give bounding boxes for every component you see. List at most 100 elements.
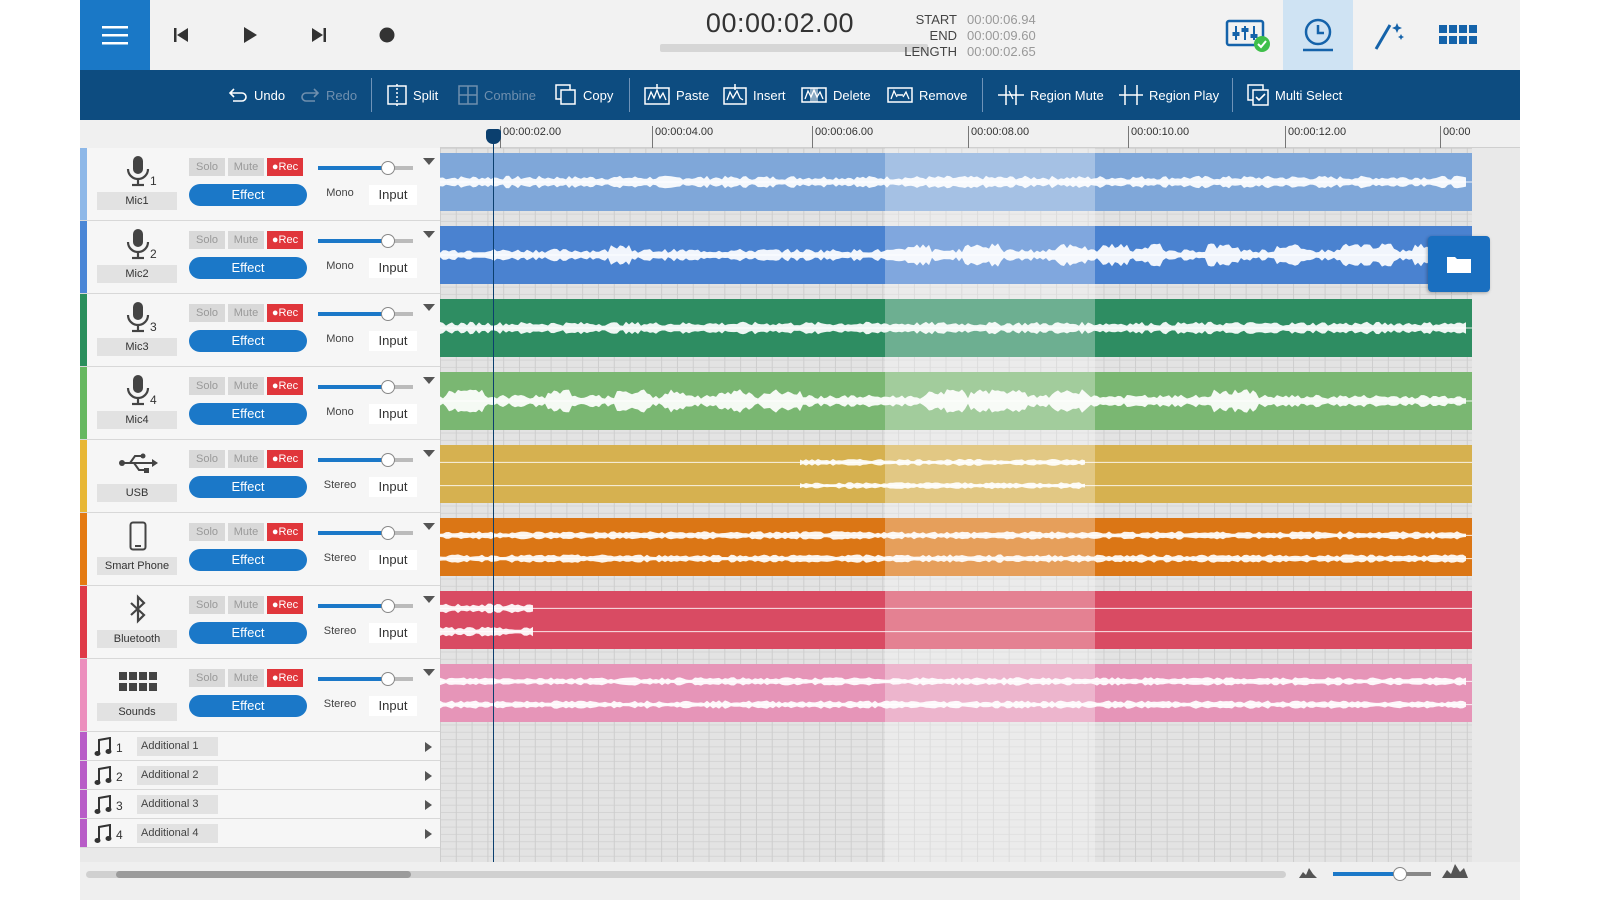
track-menu-dropdown[interactable] bbox=[423, 231, 435, 238]
volume-slider[interactable] bbox=[318, 234, 413, 248]
volume-slider[interactable] bbox=[318, 380, 413, 394]
volume-slider-knob[interactable] bbox=[381, 526, 395, 540]
volume-slider[interactable] bbox=[318, 453, 413, 467]
expand-arrow[interactable] bbox=[425, 742, 432, 752]
input-button[interactable]: Input bbox=[369, 696, 417, 716]
region-mute-button[interactable]: Region Mute bbox=[998, 70, 1104, 120]
track-menu-dropdown[interactable] bbox=[423, 304, 435, 311]
track-lane[interactable] bbox=[440, 518, 1472, 576]
effect-button[interactable]: Effect bbox=[189, 549, 307, 571]
skip-forward-button[interactable] bbox=[298, 15, 338, 55]
effect-button[interactable]: Effect bbox=[189, 184, 307, 206]
rec-button[interactable]: ●Rec bbox=[267, 669, 303, 687]
solo-button[interactable]: Solo bbox=[189, 304, 225, 322]
effect-button[interactable]: Effect bbox=[189, 330, 307, 352]
zoom-slider[interactable] bbox=[1333, 867, 1431, 881]
mixer-button[interactable] bbox=[1213, 0, 1283, 70]
undo-button[interactable]: Undo bbox=[228, 70, 285, 120]
effect-button[interactable]: Effect bbox=[189, 622, 307, 644]
solo-button[interactable]: Solo bbox=[189, 231, 225, 249]
track-menu-dropdown[interactable] bbox=[423, 596, 435, 603]
track-name[interactable]: Smart Phone bbox=[97, 557, 177, 575]
mute-button[interactable]: Mute bbox=[228, 304, 264, 322]
input-button[interactable]: Input bbox=[369, 331, 417, 351]
track-lane[interactable] bbox=[440, 153, 1472, 211]
multi-select-button[interactable]: Multi Select bbox=[1247, 70, 1342, 120]
volume-slider-knob[interactable] bbox=[381, 672, 395, 686]
volume-slider[interactable] bbox=[318, 599, 413, 613]
solo-button[interactable]: Solo bbox=[189, 523, 225, 541]
effect-button[interactable]: Effect bbox=[189, 403, 307, 425]
mute-button[interactable]: Mute bbox=[228, 669, 264, 687]
mute-button[interactable]: Mute bbox=[228, 377, 264, 395]
volume-slider-knob[interactable] bbox=[381, 161, 395, 175]
track-name[interactable]: Bluetooth bbox=[97, 630, 177, 648]
volume-slider-knob[interactable] bbox=[381, 453, 395, 467]
solo-button[interactable]: Solo bbox=[189, 669, 225, 687]
track-menu-dropdown[interactable] bbox=[423, 523, 435, 530]
track-name[interactable]: Sounds bbox=[97, 703, 177, 721]
rec-button[interactable]: ●Rec bbox=[267, 377, 303, 395]
zoom-slider-knob[interactable] bbox=[1393, 867, 1407, 881]
zoom-in-icon[interactable] bbox=[1442, 862, 1468, 878]
zoom-out-icon[interactable] bbox=[1299, 866, 1317, 878]
additional-track-row[interactable]: 1 Additional 1 bbox=[80, 732, 440, 761]
additional-track-row[interactable]: 3 Additional 3 bbox=[80, 790, 440, 819]
skip-back-button[interactable] bbox=[162, 15, 202, 55]
input-button[interactable]: Input bbox=[369, 550, 417, 570]
horizontal-scrollbar[interactable] bbox=[86, 871, 1286, 878]
rec-button[interactable]: ●Rec bbox=[267, 231, 303, 249]
copy-button[interactable]: Copy bbox=[555, 70, 613, 120]
track-lane[interactable] bbox=[440, 445, 1472, 503]
scrollbar-thumb[interactable] bbox=[116, 871, 411, 878]
track-name[interactable]: Mic3 bbox=[97, 338, 177, 356]
time-ruler[interactable]: 00:00:02.00 00:00:04.00 00:00:06.00 00:00:0… bbox=[440, 120, 1520, 148]
volume-slider-knob[interactable] bbox=[381, 234, 395, 248]
track-lanes[interactable] bbox=[440, 148, 1472, 862]
solo-button[interactable]: Solo bbox=[189, 377, 225, 395]
solo-button[interactable]: Solo bbox=[189, 158, 225, 176]
playhead-handle[interactable] bbox=[486, 129, 501, 144]
delete-button[interactable]: Delete bbox=[801, 70, 871, 120]
additional-track-row[interactable]: 2 Additional 2 bbox=[80, 761, 440, 790]
volume-slider-knob[interactable] bbox=[381, 307, 395, 321]
additional-track-row[interactable]: 4 Additional 4 bbox=[80, 819, 440, 848]
track-name[interactable]: Mic4 bbox=[97, 411, 177, 429]
mute-button[interactable]: Mute bbox=[228, 450, 264, 468]
insert-button[interactable]: Insert bbox=[723, 70, 786, 120]
track-lane[interactable] bbox=[440, 299, 1472, 357]
history-button[interactable] bbox=[1283, 0, 1353, 70]
expand-arrow[interactable] bbox=[425, 771, 432, 781]
mute-button[interactable]: Mute bbox=[228, 523, 264, 541]
input-button[interactable]: Input bbox=[369, 404, 417, 424]
split-button[interactable]: Split bbox=[387, 70, 438, 120]
folder-button[interactable] bbox=[1428, 236, 1490, 292]
rec-button[interactable]: ●Rec bbox=[267, 158, 303, 176]
track-lane[interactable] bbox=[440, 664, 1472, 722]
input-button[interactable]: Input bbox=[369, 477, 417, 497]
volume-slider[interactable] bbox=[318, 526, 413, 540]
mute-button[interactable]: Mute bbox=[228, 158, 264, 176]
remove-button[interactable]: Remove bbox=[887, 70, 967, 120]
volume-slider[interactable] bbox=[318, 161, 413, 175]
effect-button[interactable]: Effect bbox=[189, 257, 307, 279]
rec-button[interactable]: ●Rec bbox=[267, 304, 303, 322]
track-name[interactable]: USB bbox=[97, 484, 177, 502]
combine-button[interactable]: Combine bbox=[458, 70, 536, 120]
playhead[interactable] bbox=[493, 132, 494, 862]
input-button[interactable]: Input bbox=[369, 623, 417, 643]
track-lane[interactable] bbox=[440, 226, 1472, 284]
expand-arrow[interactable] bbox=[425, 829, 432, 839]
rec-button[interactable]: ●Rec bbox=[267, 596, 303, 614]
magic-wand-button[interactable] bbox=[1353, 0, 1423, 70]
play-button[interactable] bbox=[230, 15, 270, 55]
track-menu-dropdown[interactable] bbox=[423, 377, 435, 384]
track-menu-dropdown[interactable] bbox=[423, 450, 435, 457]
volume-slider[interactable] bbox=[318, 307, 413, 321]
input-button[interactable]: Input bbox=[369, 258, 417, 278]
rec-button[interactable]: ●Rec bbox=[267, 523, 303, 541]
track-lane[interactable] bbox=[440, 591, 1472, 649]
effect-button[interactable]: Effect bbox=[189, 476, 307, 498]
volume-slider-knob[interactable] bbox=[381, 380, 395, 394]
redo-button[interactable]: Redo bbox=[300, 70, 357, 120]
